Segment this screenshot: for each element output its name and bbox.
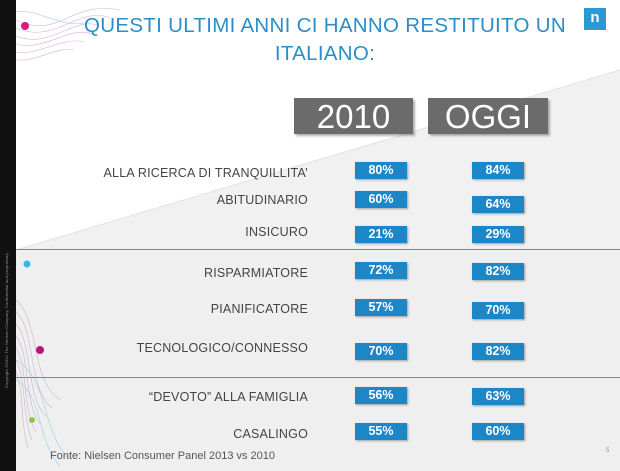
value-oggi: 84% (472, 162, 524, 179)
value-2010: 70% (355, 343, 407, 360)
value-oggi: 60% (472, 423, 524, 440)
value-oggi: 82% (472, 343, 524, 360)
row-label: ALLA RICERCA DI TRANQUILLITA’ (103, 166, 308, 180)
section-divider (16, 377, 620, 378)
column-header-2010: 2010 (294, 98, 413, 135)
value-2010: 21% (355, 226, 407, 243)
row-label: CASALINGO (233, 427, 308, 441)
column-header-oggi: OGGI (428, 98, 548, 135)
value-2010: 60% (355, 191, 407, 208)
value-2010: 72% (355, 262, 407, 279)
row-label: “DEVOTO” ALLA FAMIGLIA (148, 390, 308, 404)
value-2010: 57% (355, 299, 407, 316)
row-label: TECNOLOGICO/CONNESSO (136, 341, 308, 355)
page-number: 5 (606, 448, 610, 454)
value-oggi: 29% (472, 226, 524, 243)
value-2010: 55% (355, 423, 407, 440)
title-line-2: ITALIANO: (274, 42, 376, 65)
copyright-text: Copyright ©2012 The Nielsen Company. Con… (4, 252, 9, 388)
title-line-1: QUESTI ULTIMI ANNI CI HANNO RESTITUITO U… (84, 14, 566, 37)
value-oggi: 64% (472, 196, 524, 213)
row-label: INSICURO (245, 225, 308, 239)
nielsen-logo: n (584, 8, 606, 30)
value-oggi: 82% (472, 263, 524, 280)
value-2010: 80% (355, 162, 407, 179)
value-2010: 56% (355, 387, 407, 404)
row-label: RISPARMIATORE (203, 266, 308, 280)
source-footnote: Fonte: Nielsen Consumer Panel 2013 vs 20… (50, 450, 276, 462)
section-divider (16, 249, 620, 250)
left-strip (0, 0, 16, 471)
value-oggi: 63% (472, 388, 524, 405)
row-label: PIANIFICATORE (210, 302, 308, 316)
slide-title: QUESTI ULTIMI ANNI CI HANNO RESTITUITO U… (60, 12, 590, 68)
value-oggi: 70% (472, 302, 524, 319)
row-label: ABITUDINARIO (216, 193, 308, 207)
